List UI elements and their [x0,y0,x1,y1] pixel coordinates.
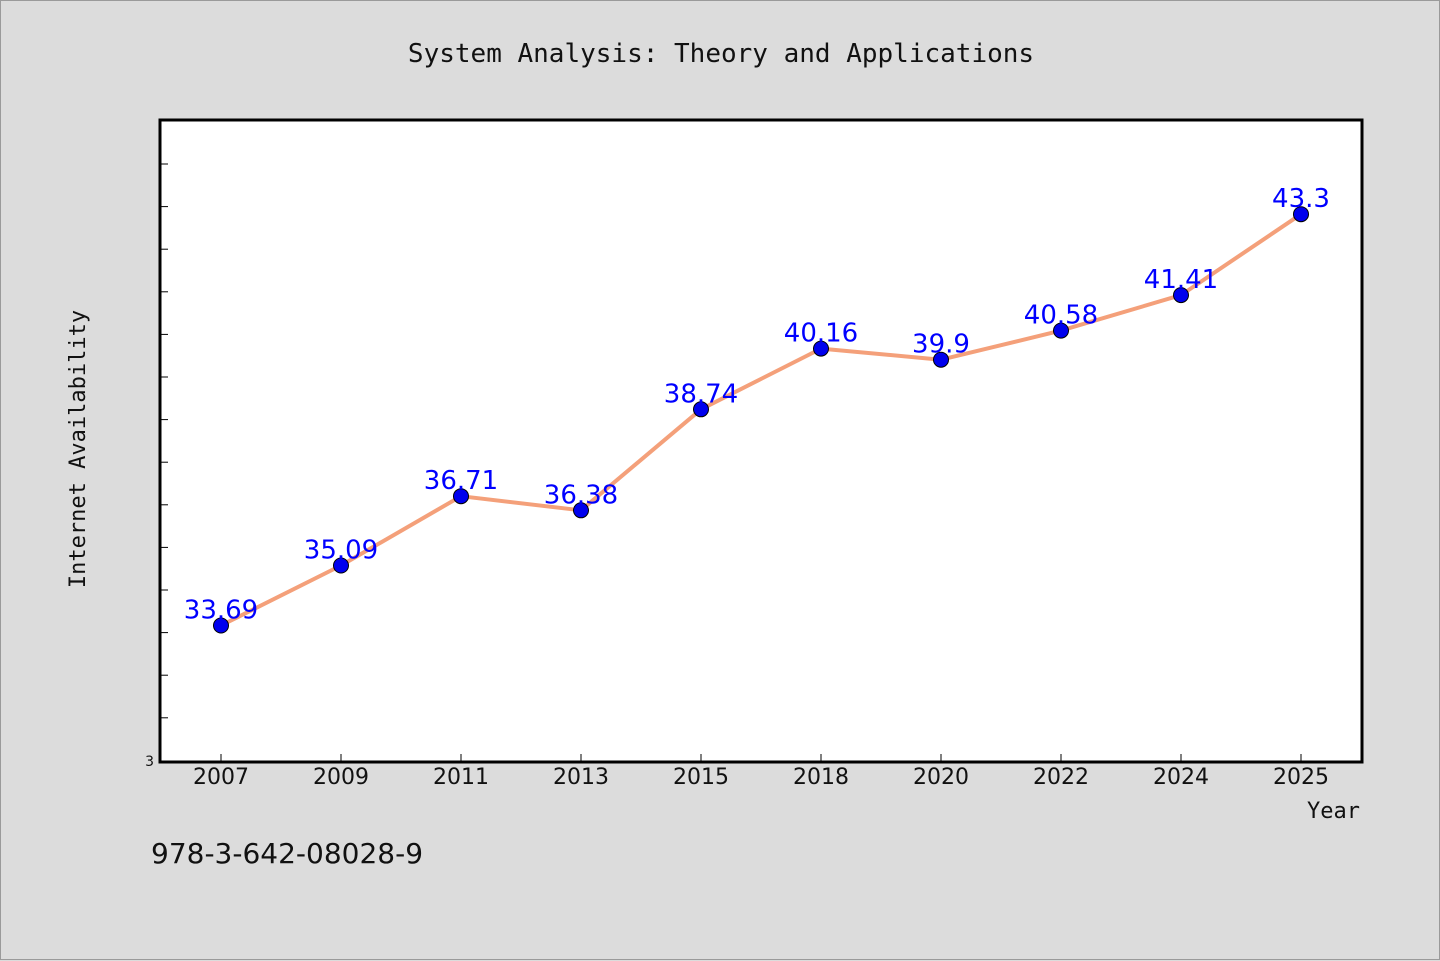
y-tick-label: 3 [145,754,154,770]
x-tick-label: 2007 [193,765,249,790]
data-point [333,557,349,574]
data-label: 41.41 [1144,265,1218,295]
data-point [453,488,469,505]
x-axis-title: Year [1307,799,1360,824]
data-label: 38.74 [664,379,738,409]
x-tick-label: 2020 [913,765,969,790]
x-tick-label: 2015 [673,765,729,790]
data-label: 40.16 [784,319,858,349]
data-point [1053,322,1069,339]
x-axis-ticks [220,754,1302,762]
data-label: 36.71 [424,466,498,496]
series-layer: 33.69 35.09 36.71 36.38 38.74 40.16 39.9 40.58 4… [184,184,1330,634]
x-tick-label: 2013 [553,765,609,790]
data-point [573,502,589,519]
series-line [220,212,1303,628]
y-axis-title: Internet Availability [66,310,91,588]
isbn-label: 978-3-642-08028-9 [151,837,423,870]
plot-area [158,118,1364,764]
x-tick-label: 2011 [433,765,489,790]
x-tick-label: 2009 [313,765,369,790]
data-label: 39.9 [912,330,970,360]
x-tick-label: 2018 [793,765,849,790]
x-tick-label: 2022 [1033,765,1089,790]
x-tick-label: 2025 [1273,765,1329,790]
data-label: 40.58 [1024,301,1098,331]
data-label: 36.38 [544,480,618,510]
data-point [933,351,949,368]
data-point [813,340,829,357]
data-label: 43.3 [1272,184,1330,214]
x-tick-label: 2024 [1153,765,1209,790]
data-point [1173,287,1189,304]
y-axis-ticks [160,163,168,719]
data-point [693,401,709,418]
data-point [213,617,229,634]
x-tick-labels: 2007 2009 2011 2013 2015 2018 2020 2022 2024 2025 [193,765,1329,790]
data-label: 33.69 [184,596,258,626]
data-label: 35.09 [304,536,378,566]
chart-title: System Analysis: Theory and Applications [408,39,1034,69]
data-point [1293,206,1309,223]
